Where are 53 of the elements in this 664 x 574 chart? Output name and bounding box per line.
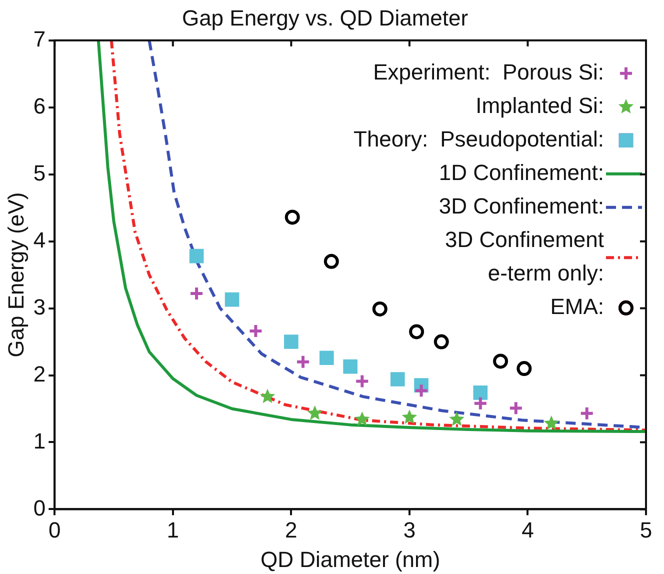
y-tick-label: 0 (33, 495, 46, 520)
annotation: Experiment: (373, 59, 491, 84)
point (260, 388, 276, 404)
point (354, 411, 370, 426)
point (343, 359, 358, 374)
x-tick-label: 3 (403, 517, 416, 542)
point (434, 334, 449, 350)
point (402, 409, 418, 424)
point (189, 248, 204, 264)
point (390, 372, 405, 386)
point (189, 286, 204, 302)
y-tick-label: 6 (33, 93, 46, 118)
point (493, 354, 508, 369)
chart-title: Gap Energy vs. QD Diameter (182, 5, 468, 30)
point (516, 361, 532, 376)
legend-label: Pseudopotential: (440, 126, 604, 152)
point (248, 324, 264, 339)
point (320, 350, 334, 365)
x-tick-label: 5 (640, 517, 652, 542)
y-tick-label: 1 (33, 428, 46, 454)
point (284, 334, 298, 349)
point (473, 386, 488, 400)
point (414, 383, 429, 398)
legend-label: Implanted Si: (476, 92, 604, 118)
legend-label: 3D Confinement: (438, 193, 604, 218)
legend-label: Porous Si: (502, 59, 604, 84)
point (224, 292, 240, 307)
y-tick-label: 4 (33, 227, 46, 252)
point (372, 301, 388, 316)
point (324, 254, 339, 269)
x-tick-label: 1 (166, 517, 180, 542)
point (296, 354, 311, 370)
x-tick-label: 2 (285, 517, 298, 542)
y-tick-label: 7 (33, 26, 46, 52)
legend-label: EMA: (550, 294, 604, 319)
point (579, 406, 594, 421)
x-tick-label: 4 (522, 517, 534, 542)
point (307, 405, 322, 420)
y-tick-label: 3 (33, 294, 46, 320)
y-tick-label: 5 (33, 160, 46, 186)
annotation: Theory: (354, 126, 428, 152)
point (508, 400, 524, 416)
point (449, 411, 464, 426)
y-tick-label: 2 (33, 361, 46, 386)
point (472, 396, 488, 411)
point (409, 324, 424, 340)
point (284, 210, 300, 225)
point (354, 374, 370, 389)
legend-label: 3D Confinement e-term only: (445, 226, 604, 286)
x-axis-title: QD Diameter (nm) (260, 546, 440, 572)
y-axis-title: Gap Energy (eV) (3, 192, 28, 358)
point (544, 415, 559, 430)
legend-label: 1D Confinement: (438, 160, 604, 185)
